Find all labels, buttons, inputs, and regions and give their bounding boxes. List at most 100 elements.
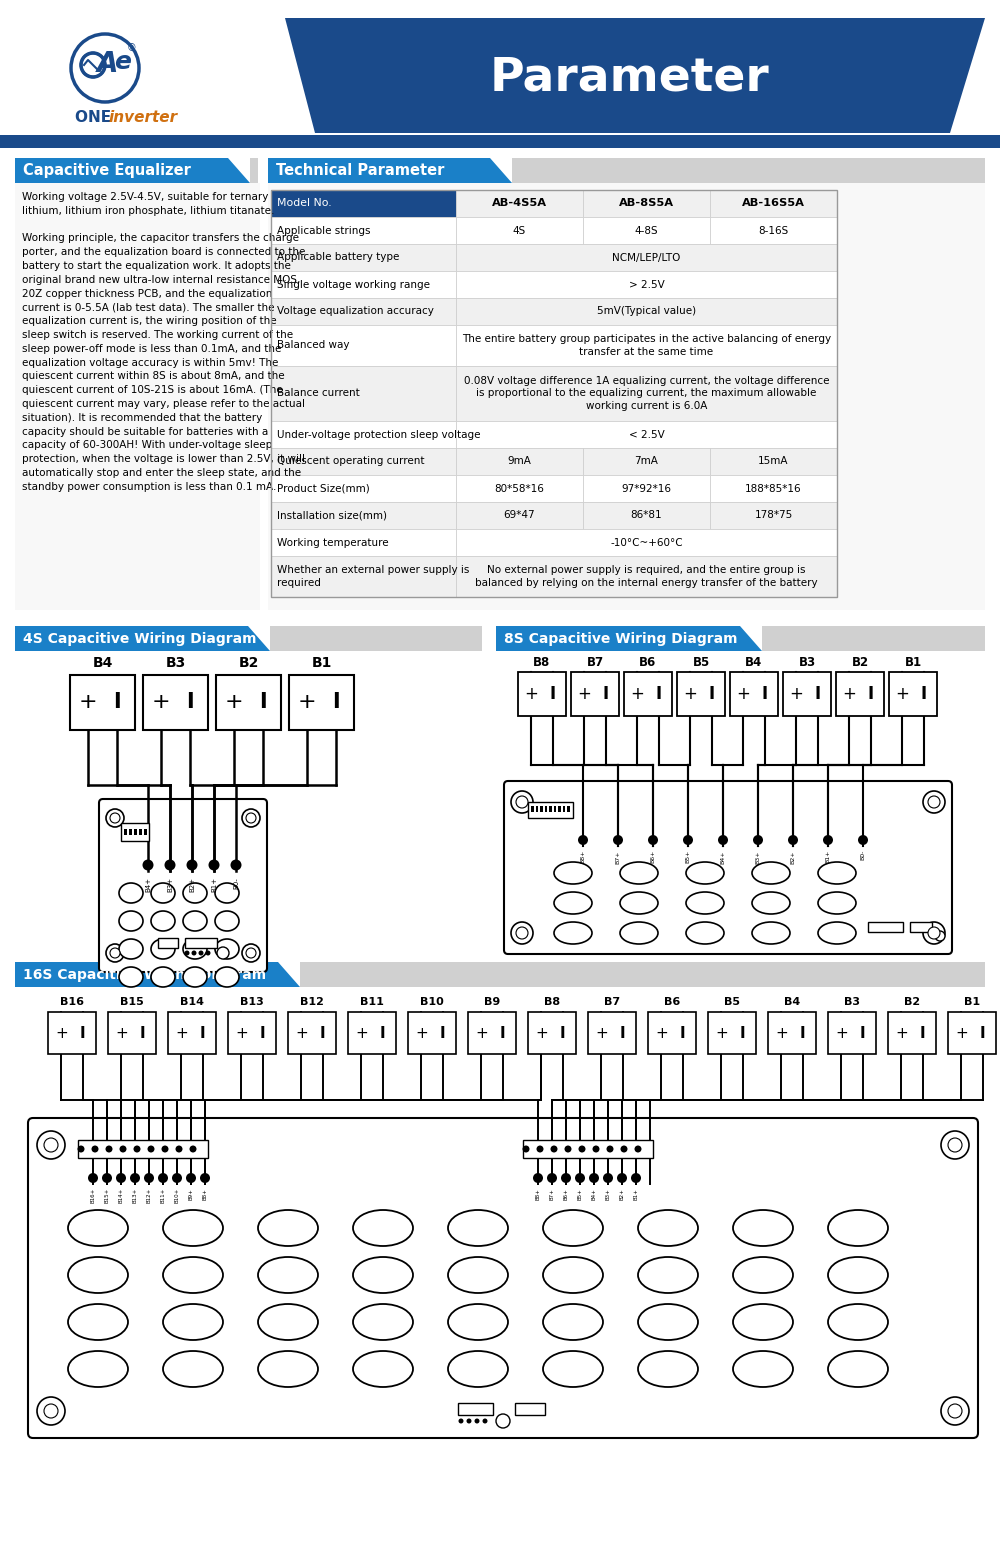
Ellipse shape bbox=[448, 1257, 508, 1293]
Circle shape bbox=[102, 1173, 112, 1183]
Bar bbox=[456, 217, 583, 243]
Circle shape bbox=[533, 1173, 543, 1183]
Text: +: + bbox=[152, 693, 171, 713]
Text: B5+: B5+ bbox=[578, 1187, 582, 1200]
Bar bbox=[124, 829, 127, 835]
Circle shape bbox=[613, 835, 623, 845]
Text: Whether an external power supply is
required: Whether an external power supply is requ… bbox=[277, 566, 469, 587]
Polygon shape bbox=[15, 158, 250, 183]
Bar bbox=[271, 366, 456, 422]
Text: Working voltage 2.5V-4.5V, suitable for ternary: Working voltage 2.5V-4.5V, suitable for … bbox=[22, 192, 268, 202]
Bar bbox=[648, 1012, 696, 1054]
Bar bbox=[271, 243, 456, 271]
Polygon shape bbox=[762, 626, 985, 651]
Text: B4+: B4+ bbox=[720, 849, 726, 863]
Text: 8-16S: 8-16S bbox=[758, 225, 789, 236]
Bar bbox=[567, 806, 570, 812]
Bar bbox=[456, 502, 583, 529]
Bar bbox=[271, 474, 456, 502]
Bar bbox=[271, 448, 456, 474]
Text: B2+: B2+ bbox=[790, 849, 796, 863]
Ellipse shape bbox=[215, 939, 239, 959]
Text: 69*47: 69*47 bbox=[504, 510, 535, 521]
Circle shape bbox=[635, 1145, 642, 1153]
Bar bbox=[271, 191, 456, 217]
Circle shape bbox=[718, 835, 728, 845]
Bar bbox=[583, 448, 710, 474]
Circle shape bbox=[148, 1145, 154, 1153]
Text: I: I bbox=[186, 693, 194, 713]
Bar bbox=[158, 938, 178, 949]
Text: +: + bbox=[715, 1026, 728, 1040]
Text: B2: B2 bbox=[851, 656, 869, 668]
Bar bbox=[889, 673, 937, 716]
Text: quiescent current may vary, please refer to the actual: quiescent current may vary, please refer… bbox=[22, 398, 305, 409]
Ellipse shape bbox=[215, 883, 239, 904]
Text: ONE: ONE bbox=[75, 110, 116, 126]
Bar bbox=[458, 1403, 493, 1415]
Circle shape bbox=[561, 1173, 571, 1183]
Circle shape bbox=[948, 1404, 962, 1418]
Ellipse shape bbox=[733, 1211, 793, 1246]
Polygon shape bbox=[15, 963, 300, 987]
Circle shape bbox=[475, 1418, 480, 1423]
Text: Parameter: Parameter bbox=[490, 56, 770, 101]
FancyBboxPatch shape bbox=[28, 1118, 978, 1438]
Bar bbox=[78, 1139, 208, 1158]
Bar bbox=[271, 298, 456, 326]
Text: sleep switch is reserved. The working current of the: sleep switch is reserved. The working cu… bbox=[22, 330, 293, 339]
Text: B14+: B14+ bbox=[119, 1187, 124, 1203]
Bar bbox=[129, 829, 132, 835]
Bar bbox=[515, 1403, 545, 1415]
Circle shape bbox=[564, 1145, 572, 1153]
Polygon shape bbox=[496, 626, 762, 651]
Bar bbox=[468, 1012, 516, 1054]
Text: B9: B9 bbox=[484, 997, 500, 1008]
Text: +: + bbox=[655, 1026, 668, 1040]
Ellipse shape bbox=[448, 1352, 508, 1387]
Ellipse shape bbox=[183, 967, 207, 987]
Bar bbox=[910, 922, 932, 932]
Bar bbox=[144, 829, 147, 835]
Circle shape bbox=[589, 1173, 599, 1183]
Text: B5: B5 bbox=[692, 656, 710, 668]
Text: lithium, lithium iron phosphate, lithium titanate.: lithium, lithium iron phosphate, lithium… bbox=[22, 206, 274, 215]
Ellipse shape bbox=[818, 891, 856, 914]
Bar bbox=[544, 806, 547, 812]
Text: I: I bbox=[560, 1026, 565, 1040]
Circle shape bbox=[788, 835, 798, 845]
Text: I: I bbox=[80, 1026, 85, 1040]
Bar bbox=[710, 448, 837, 474]
Text: 4-8S: 4-8S bbox=[635, 225, 658, 236]
Text: B8: B8 bbox=[544, 997, 560, 1008]
Ellipse shape bbox=[163, 1352, 223, 1387]
Circle shape bbox=[683, 835, 693, 845]
Text: NCM/LEP/LTO: NCM/LEP/LTO bbox=[612, 253, 681, 262]
Text: Quiescent operating current: Quiescent operating current bbox=[277, 457, 424, 467]
Ellipse shape bbox=[543, 1211, 603, 1246]
Text: Balance current: Balance current bbox=[277, 389, 360, 398]
Text: +: + bbox=[295, 1026, 308, 1040]
Bar bbox=[528, 1012, 576, 1054]
Circle shape bbox=[522, 1145, 530, 1153]
Text: equalization current is, the wiring position of the: equalization current is, the wiring posi… bbox=[22, 316, 277, 326]
Bar bbox=[583, 191, 710, 217]
Text: B0-: B0- bbox=[233, 877, 239, 888]
Bar bbox=[348, 1012, 396, 1054]
Ellipse shape bbox=[638, 1257, 698, 1293]
Text: I: I bbox=[113, 693, 121, 713]
Text: AB-16S5A: AB-16S5A bbox=[742, 198, 805, 209]
Circle shape bbox=[198, 950, 204, 955]
Text: AB-8S5A: AB-8S5A bbox=[619, 198, 674, 209]
Text: Installation size(mm): Installation size(mm) bbox=[277, 510, 387, 521]
Text: 16S Capacitive Wiring Diagram: 16S Capacitive Wiring Diagram bbox=[23, 967, 266, 981]
Text: +: + bbox=[415, 1026, 428, 1040]
Text: 4S Capacitive Wiring Diagram: 4S Capacitive Wiring Diagram bbox=[23, 631, 256, 645]
Text: Working temperature: Working temperature bbox=[277, 538, 389, 547]
Ellipse shape bbox=[733, 1352, 793, 1387]
Ellipse shape bbox=[68, 1304, 128, 1341]
Circle shape bbox=[823, 835, 833, 845]
Circle shape bbox=[200, 1173, 210, 1183]
Text: I: I bbox=[920, 1026, 925, 1040]
Text: B6+: B6+ bbox=[650, 849, 656, 863]
